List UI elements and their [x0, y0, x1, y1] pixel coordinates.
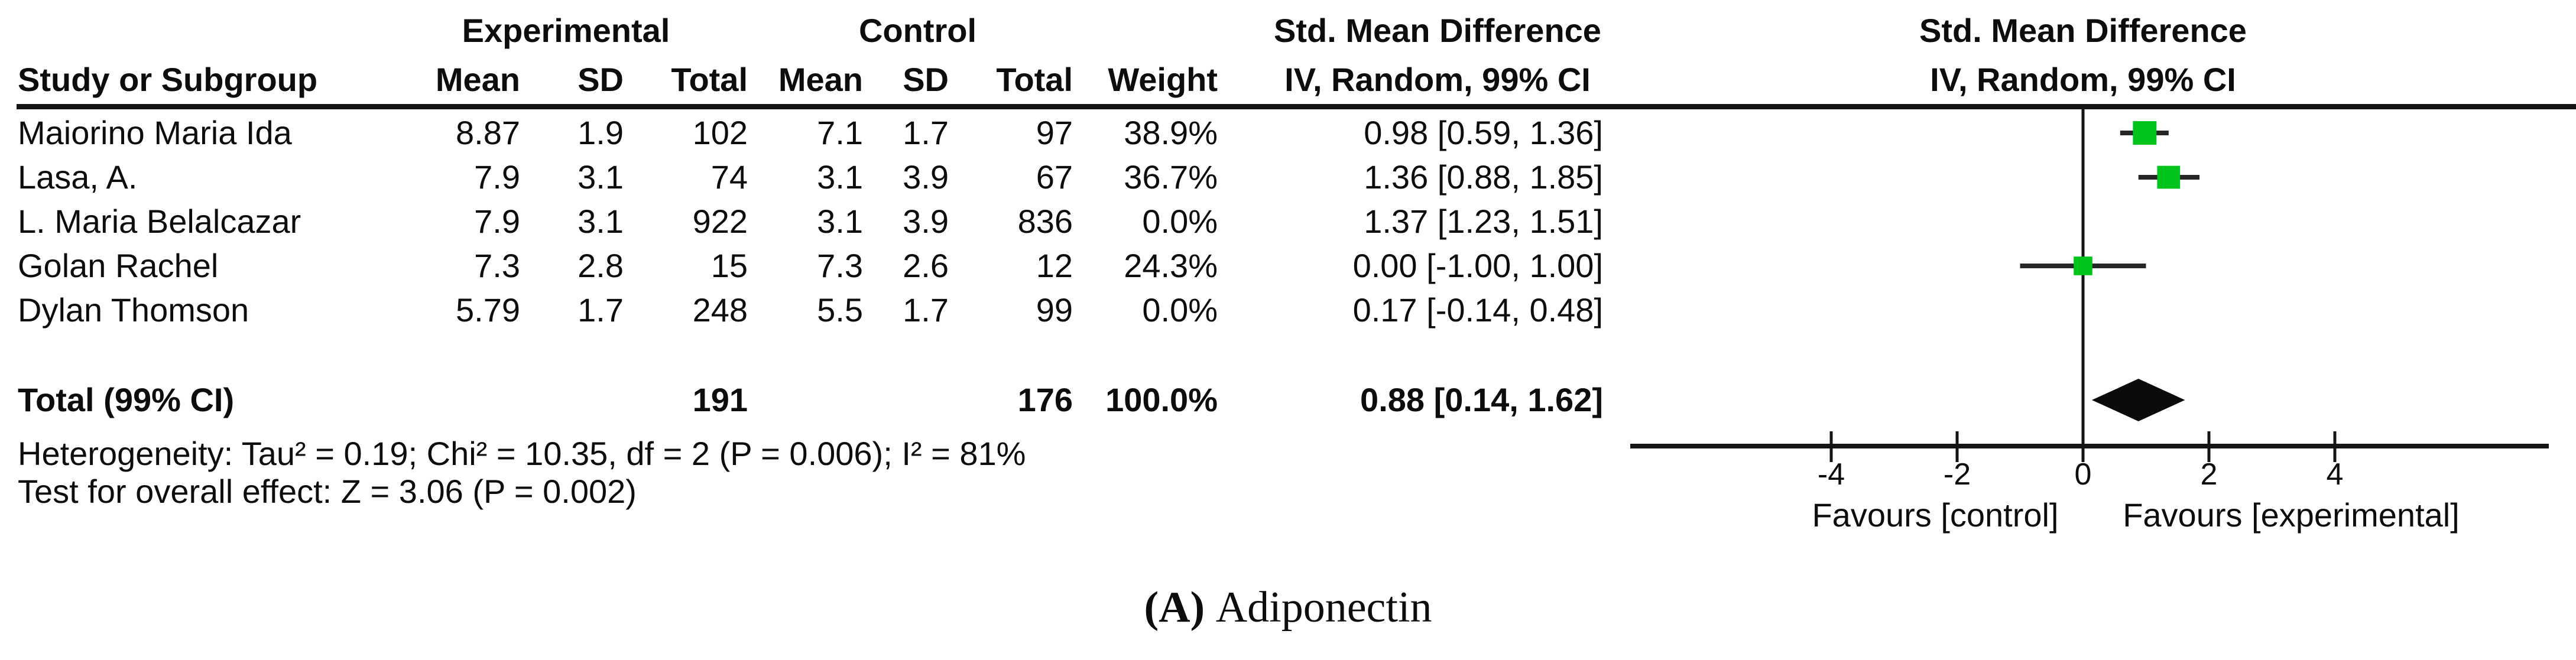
ctl-mean: 3.1 — [817, 158, 863, 196]
favours-control-label: Favours [control] — [1812, 496, 2059, 534]
col-exp-sd: SD — [578, 61, 624, 98]
favours-experimental-label: Favours [experimental] — [2123, 496, 2460, 534]
ci-text: 0.17 [-0.14, 0.48] — [1352, 291, 1603, 329]
ctl-total: 12 — [1036, 247, 1073, 284]
ctl-sd: 2.6 — [903, 247, 949, 284]
plot-subtitle: IV, Random, 99% CI — [1930, 61, 2236, 98]
axis-tick-label: -2 — [1944, 457, 1971, 492]
axis-tick-label: 2 — [2201, 457, 2218, 492]
ctl-sd: 1.7 — [903, 114, 949, 151]
header-rule — [17, 104, 2576, 109]
group-header-control: Control — [858, 12, 977, 49]
overall-effect-note: Test for overall effect: Z = 3.06 (P = 0… — [18, 473, 637, 510]
total-weight: 100.0% — [1105, 381, 1218, 418]
axis-tick — [1955, 431, 1959, 462]
exp-mean: 8.87 — [456, 114, 520, 151]
axis-tick — [2207, 431, 2211, 462]
x-axis-line — [1630, 444, 2549, 448]
exp-sd: 3.1 — [578, 203, 624, 240]
exp-sd: 2.8 — [578, 247, 624, 284]
weight: 0.0% — [1142, 291, 1218, 329]
total-row: Total (99% CI) 191 176 100.0% 0.88 [0.14… — [0, 378, 2576, 422]
ctl-sd: 3.9 — [903, 203, 949, 240]
col-exp-total: Total — [671, 61, 748, 98]
exp-total: 102 — [692, 114, 748, 151]
study-row: Dylan Thomson 5.79 1.7 248 5.5 1.7 99 0.… — [0, 288, 2576, 333]
group-header-row: Experimental Control Std. Mean Differenc… — [0, 8, 2576, 53]
figure-caption: (A) Adiponectin — [0, 585, 2576, 630]
total-ctl-total: 176 — [1017, 381, 1073, 418]
caption-spacer — [1205, 583, 1216, 632]
col-exp-mean: Mean — [435, 61, 520, 98]
total-exp-total: 191 — [692, 381, 748, 418]
ci-text: 1.36 [0.88, 1.85] — [1364, 158, 1603, 196]
ctl-mean: 5.5 — [817, 291, 863, 329]
exp-mean: 7.9 — [474, 158, 520, 196]
axis-tick — [2081, 431, 2085, 462]
column-header-row: Study or Subgroup Mean SD Total Mean SD … — [0, 57, 2576, 102]
study-name: Maiorino Maria Ida — [18, 114, 292, 151]
exp-mean: 7.9 — [474, 203, 520, 240]
study-name: L. Maria Belalcazar — [18, 203, 301, 240]
exp-total: 15 — [710, 247, 748, 284]
group-header-experimental: Experimental — [462, 12, 670, 49]
weight: 38.9% — [1124, 114, 1218, 151]
study-name: Golan Rachel — [18, 247, 219, 284]
axis-tick-label: 0 — [2075, 457, 2092, 492]
ctl-total: 97 — [1036, 114, 1073, 151]
weight: 24.3% — [1124, 247, 1218, 284]
weight: 0.0% — [1142, 203, 1218, 240]
study-row: L. Maria Belalcazar 7.9 3.1 922 3.1 3.9 … — [0, 199, 2576, 244]
ctl-mean: 3.1 — [817, 203, 863, 240]
col-weight: Weight — [1108, 61, 1218, 98]
col-study: Study or Subgroup — [18, 61, 318, 98]
ctl-total: 836 — [1017, 203, 1073, 240]
ctl-sd: 1.7 — [903, 291, 949, 329]
ctl-mean: 7.1 — [817, 114, 863, 151]
exp-mean: 7.3 — [474, 247, 520, 284]
exp-sd: 3.1 — [578, 158, 624, 196]
axis-tick — [2333, 431, 2337, 462]
study-name: Dylan Thomson — [18, 291, 249, 329]
col-ci: IV, Random, 99% CI — [1284, 61, 1591, 98]
study-row: Maiorino Maria Ida 8.87 1.9 102 7.1 1.7 … — [0, 110, 2576, 155]
ci-text: 1.37 [1.23, 1.51] — [1364, 203, 1603, 240]
axis-tick-label: -4 — [1818, 457, 1845, 492]
col-ctl-total: Total — [996, 61, 1073, 98]
zero-line — [2081, 109, 2085, 446]
ci-text: 0.00 [-1.00, 1.00] — [1352, 247, 1603, 284]
study-name: Lasa, A. — [18, 158, 138, 196]
heterogeneity-note: Heterogeneity: Tau² = 0.19; Chi² = 10.35… — [18, 435, 1026, 472]
total-ci-text: 0.88 [0.14, 1.62] — [1360, 381, 1603, 418]
study-row: Lasa, A. 7.9 3.1 74 3.1 3.9 67 36.7% 1.3… — [0, 155, 2576, 200]
ctl-total: 67 — [1036, 158, 1073, 196]
weight: 36.7% — [1124, 158, 1218, 196]
ctl-total: 99 — [1036, 291, 1073, 329]
effect-square — [2157, 165, 2181, 189]
exp-sd: 1.7 — [578, 291, 624, 329]
exp-total: 74 — [710, 158, 748, 196]
axis-tick — [1829, 431, 1833, 462]
ci-text: 0.98 [0.59, 1.36] — [1364, 114, 1603, 151]
total-label: Total (99% CI) — [18, 381, 235, 418]
col-ctl-mean: Mean — [778, 61, 863, 98]
effect-square — [2133, 121, 2157, 145]
effect-square — [2074, 256, 2092, 275]
exp-sd: 1.9 — [578, 114, 624, 151]
caption-panel-letter: (A) — [1144, 583, 1205, 632]
col-ctl-sd: SD — [903, 61, 949, 98]
ctl-sd: 3.9 — [903, 158, 949, 196]
axis-tick-label: 4 — [2327, 457, 2344, 492]
exp-total: 922 — [692, 203, 748, 240]
exp-mean: 5.79 — [456, 291, 520, 329]
caption-text: Adiponectin — [1215, 583, 1432, 632]
ctl-mean: 7.3 — [817, 247, 863, 284]
group-header-smd-text: Std. Mean Difference — [1274, 12, 1601, 49]
pooled-diamond — [2091, 379, 2185, 421]
exp-total: 248 — [692, 291, 748, 329]
plot-title: Std. Mean Difference — [1919, 12, 2247, 49]
study-row: Golan Rachel 7.3 2.8 15 7.3 2.6 12 24.3%… — [0, 243, 2576, 288]
